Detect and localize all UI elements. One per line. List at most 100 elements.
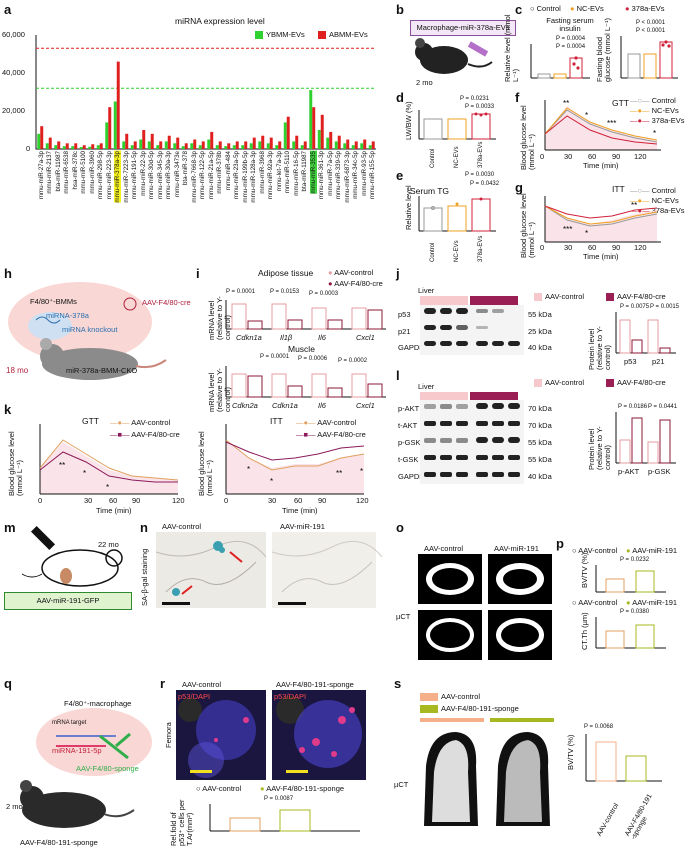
bar xyxy=(142,130,146,149)
legend-cre: AAV-F4/80-cre xyxy=(606,378,666,388)
p-value: P = 0.0380 xyxy=(620,609,650,615)
line-plot: * * ** * xyxy=(225,424,365,495)
bar xyxy=(371,141,375,149)
bar xyxy=(295,135,299,149)
bar xyxy=(232,145,236,149)
group-label: p53 xyxy=(624,357,637,366)
bar xyxy=(96,145,100,149)
p-value: P = 0.0153 xyxy=(270,289,300,295)
panel-label-k: k xyxy=(4,402,12,417)
bar xyxy=(235,141,239,149)
chart-title: miRNA expression level xyxy=(175,16,265,26)
legend-cre: —■— AAV-F4/80-cre xyxy=(296,430,366,439)
xtick: 90 xyxy=(132,496,141,505)
bar-plot xyxy=(418,196,496,232)
category-label: mmu-miR-378b xyxy=(216,151,224,194)
bar xyxy=(303,141,307,149)
bar xyxy=(343,143,347,149)
panel-label-n: n xyxy=(140,520,148,535)
band-label: p21 xyxy=(398,327,411,336)
tissue-label: Adipose tissue xyxy=(258,268,314,278)
legend-abmm: ABMM-EVs xyxy=(318,30,368,40)
target-label: mRNA target xyxy=(52,720,87,726)
svg-text:**: ** xyxy=(563,99,569,108)
legend-mir191: ● AAV-miR-191 xyxy=(626,598,678,607)
legend-378a: —●— 378a-EVs xyxy=(630,206,685,215)
panel-label-l: l xyxy=(396,368,400,383)
category-label: mmu-miR-30a-3p xyxy=(165,151,173,200)
category-label: bta-miR-11987 xyxy=(301,151,309,192)
column-label: AAV-miR-191 xyxy=(280,522,325,531)
p-value: P = 0.0432 xyxy=(470,181,500,187)
x-axis-label: Time (min) xyxy=(282,506,318,515)
p-value: P = 0.0068 xyxy=(584,724,614,730)
legend-control: ● AAV-control xyxy=(328,268,374,277)
category-label: mmu-miR-199b-5p xyxy=(241,151,249,203)
group-label: AAV-F4/80-191 -sponge xyxy=(624,792,654,841)
legend-378a: —●— 378a-EVs xyxy=(630,116,685,125)
xtick: 30 xyxy=(564,152,573,161)
svg-text:*: * xyxy=(106,483,109,492)
tissue-label: Liver xyxy=(418,382,435,391)
panel-label-f: f xyxy=(515,90,520,105)
histology-image xyxy=(271,532,383,608)
histology-image xyxy=(155,532,267,608)
bar xyxy=(105,122,109,149)
panel-title: ITT xyxy=(612,184,625,194)
treatment-label: Macrophage-miR-378a-EVs xyxy=(410,20,516,36)
x-axis-label: Time (min) xyxy=(96,506,132,515)
microct-images xyxy=(416,726,556,826)
gene-label: Il1β xyxy=(280,333,293,342)
legend-control: —○— Control xyxy=(630,96,676,105)
y-axis-label: LW/BW (%) xyxy=(404,101,413,140)
group-label: NC-EVs xyxy=(454,240,460,262)
bar xyxy=(363,139,367,149)
p-value: P = 0.0232 xyxy=(620,557,650,563)
xtick: 120 xyxy=(634,243,647,252)
category-label: mmu-miR-191-5p xyxy=(131,151,139,200)
bar xyxy=(249,143,253,149)
injection-schematic xyxy=(21,525,123,587)
p-value: P = 0.0004 xyxy=(556,36,586,42)
column-label: AAV-F4/80-191-sponge xyxy=(276,680,354,689)
mw-label: 25 kDa xyxy=(528,327,552,336)
panel-label-a: a xyxy=(4,2,12,17)
p-value: P = 0.0186 xyxy=(618,404,648,410)
bar xyxy=(351,145,355,149)
category-label: mmu-miR-16-5p xyxy=(292,151,300,196)
xtick: 60 xyxy=(588,243,597,252)
xtick: 90 xyxy=(318,496,327,505)
bar xyxy=(176,137,180,149)
p-value: P = 0.0441 xyxy=(648,404,678,410)
mirna-category-axis: mmu-miR-27a-3p mmu-miR-2137 bta-miR-11987 m… xyxy=(36,151,376,223)
bar xyxy=(156,145,160,149)
ytick-label: 0 xyxy=(26,144,31,153)
legend-nc: —●— NC-EVs xyxy=(630,196,679,205)
bar xyxy=(184,143,188,149)
xtick: 120 xyxy=(172,496,185,505)
svg-text:*: * xyxy=(247,465,250,474)
sponge-label: AAV-F4/80-sponge xyxy=(76,764,139,773)
bar xyxy=(207,139,211,149)
category-label: mmu-miR-92a-3p xyxy=(267,151,275,200)
bar xyxy=(269,137,273,149)
panel-title: GTT xyxy=(612,98,629,108)
x-axis-label: Time (min) xyxy=(583,252,619,261)
category-label: mmu-miR-22-3p xyxy=(139,151,147,196)
bar xyxy=(193,139,197,149)
xtick: 90 xyxy=(612,243,621,252)
legend-control: ○ AAV-control xyxy=(572,598,618,607)
bar xyxy=(346,139,350,149)
category-label: mmu-miR-3535 xyxy=(309,151,317,194)
p-value: P = 0.0006 xyxy=(298,356,328,362)
svg-text:***: *** xyxy=(607,119,616,128)
mirna-label: miRNA-378a xyxy=(46,311,89,320)
bar-plot xyxy=(595,617,666,649)
category-label: mmu-miR-23a-5p xyxy=(233,151,241,200)
bar xyxy=(227,143,231,149)
legend-mir191: ● AAV-miR-191 xyxy=(626,546,678,555)
p-value: P = 0.0001 xyxy=(226,289,256,295)
legend-nc: —●— NC-EVs xyxy=(630,106,679,115)
treatment-label: AAV-miR-191-GFP xyxy=(4,592,132,610)
bar-plot xyxy=(595,565,666,593)
